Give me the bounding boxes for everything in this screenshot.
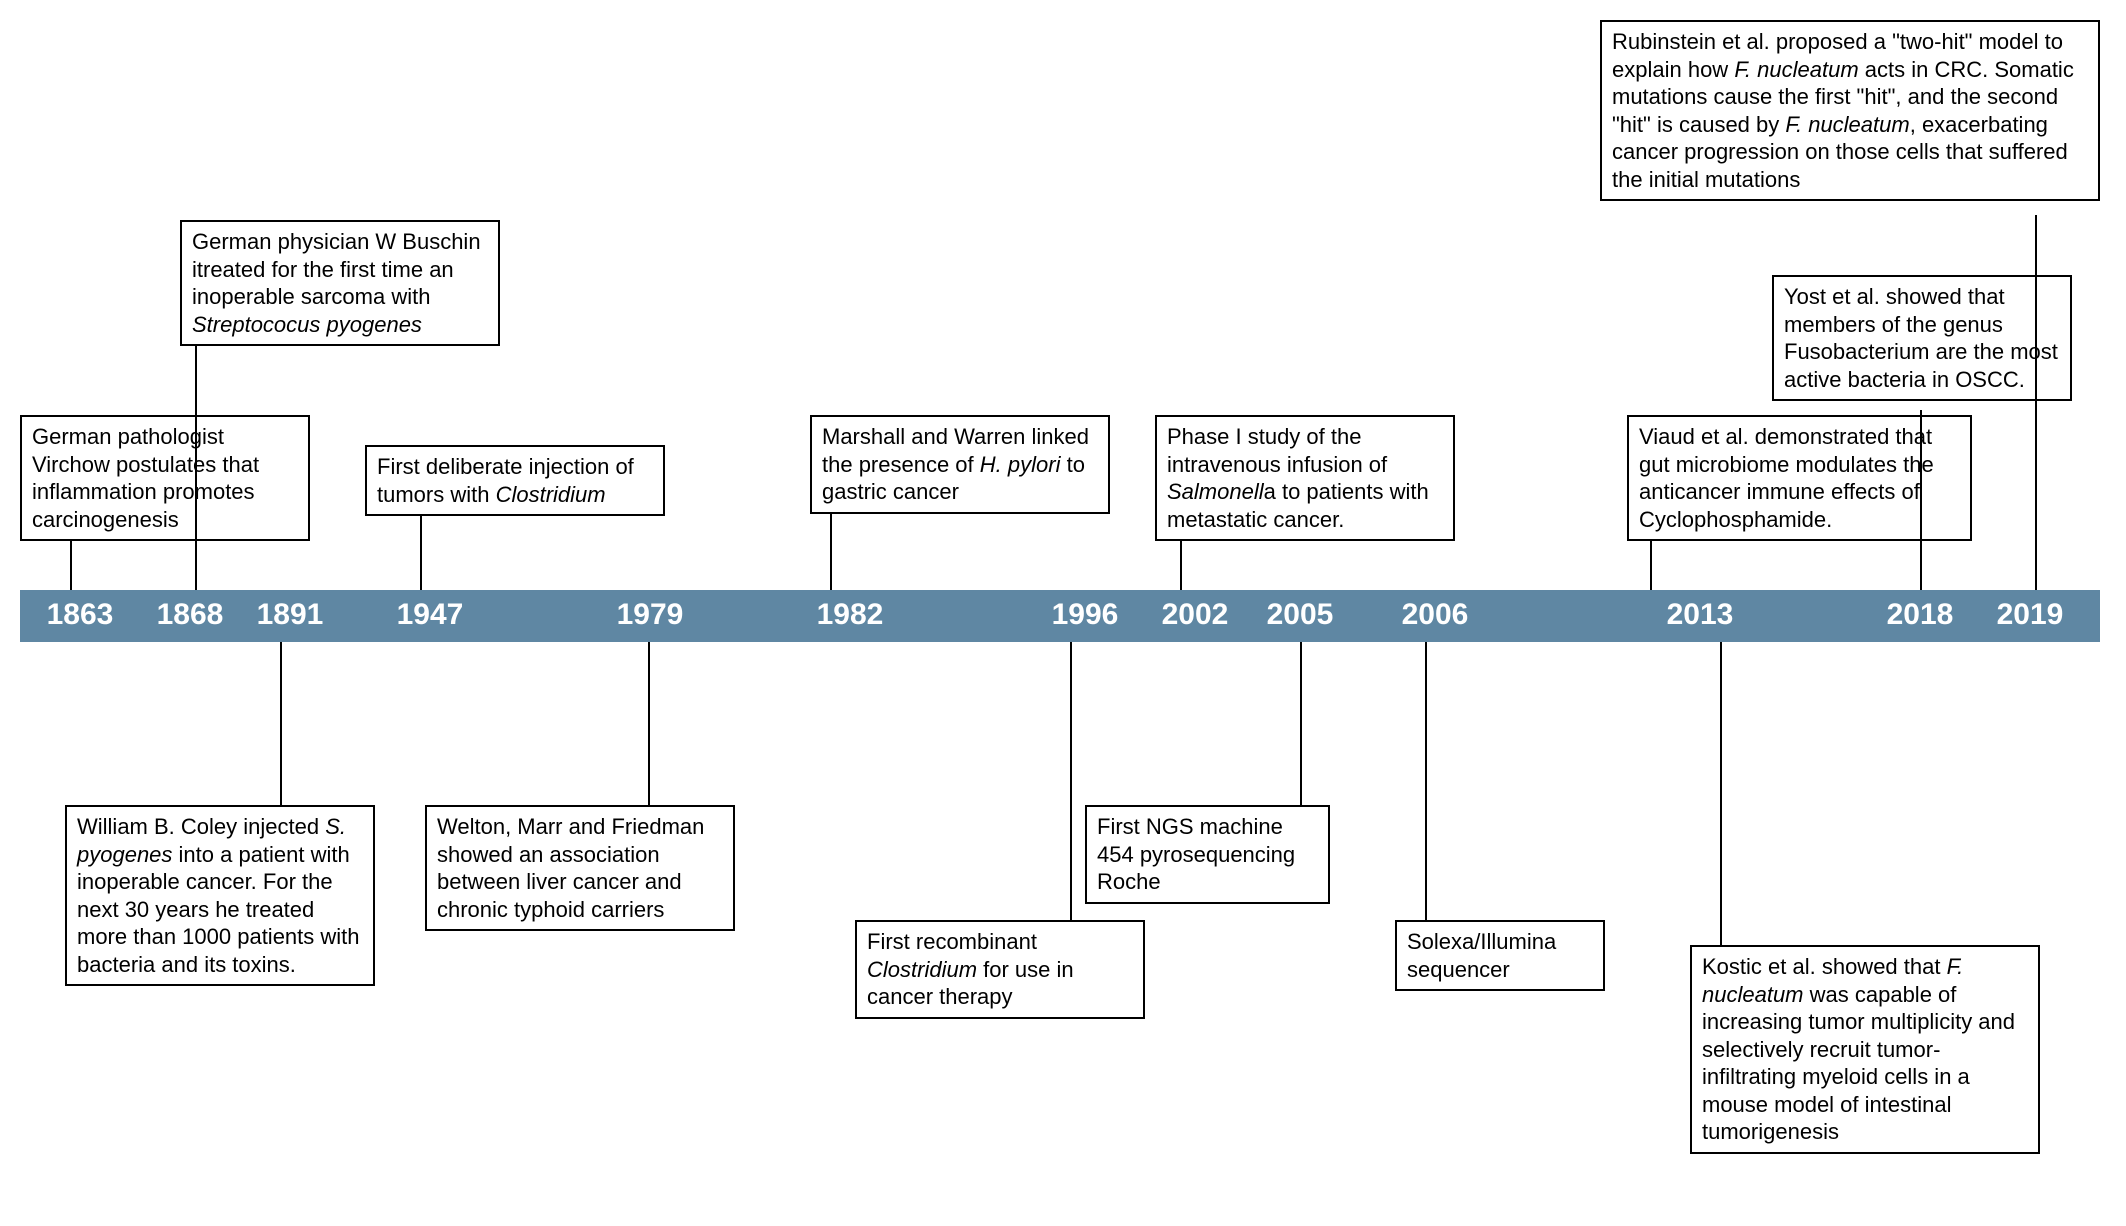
event-solexa-2006: Solexa/Illumina sequencer: [1395, 920, 1605, 991]
year-2002: 2002: [1162, 598, 1229, 632]
year-2018: 2018: [1887, 598, 1954, 632]
event-marshall-1982: Marshall and Warren linked the presence …: [810, 415, 1110, 514]
year-2019: 2019: [1997, 598, 2064, 632]
event-recombinant-1996: First recombinant Clostridium for use in…: [855, 920, 1145, 1019]
year-1891: 1891: [257, 598, 324, 632]
year-1982: 1982: [817, 598, 884, 632]
connector-rubinstein-2019: [2035, 215, 2037, 590]
connector-welton-1979: [648, 642, 650, 805]
connector-solexa-2006: [1425, 642, 1427, 920]
event-virchow-1863: German pathologist Virchow postulates th…: [20, 415, 310, 541]
connector-coley-1891: [280, 642, 282, 805]
connector-kostic-2013: [1720, 642, 1722, 945]
year-2013: 2013: [1667, 598, 1734, 632]
connector-ngs-2005: [1300, 642, 1302, 805]
event-welton-1979: Welton, Marr and Friedman showed an asso…: [425, 805, 735, 931]
year-1996: 1996: [1052, 598, 1119, 632]
event-kostic-2013: Kostic et al. showed that F. nucleatum w…: [1690, 945, 2040, 1154]
year-1868: 1868: [157, 598, 224, 632]
event-salmonella-2002: Phase I study of the intravenous infusio…: [1155, 415, 1455, 541]
event-buschin-1868: German physician W Buschin itreated for …: [180, 220, 500, 346]
event-yost-2018: Yost et al. showed that members of the g…: [1772, 275, 2072, 401]
event-rubinstein-2019: Rubinstein et al. proposed a "two-hit" m…: [1600, 20, 2100, 201]
event-coley-1891: William B. Coley injected S. pyogenes in…: [65, 805, 375, 986]
year-2005: 2005: [1267, 598, 1334, 632]
connector-yost-2018: [1920, 410, 1922, 590]
event-ngs-2005: First NGS machine 454 pyrosequencing Roc…: [1085, 805, 1330, 904]
year-1947: 1947: [397, 598, 464, 632]
event-clostridium-1947: First deliberate injection of tumors wit…: [365, 445, 665, 516]
year-1863: 1863: [47, 598, 114, 632]
year-2006: 2006: [1402, 598, 1469, 632]
connector-buschin-1868: [195, 330, 197, 590]
year-1979: 1979: [617, 598, 684, 632]
connector-recombinant-1996: [1070, 642, 1072, 920]
